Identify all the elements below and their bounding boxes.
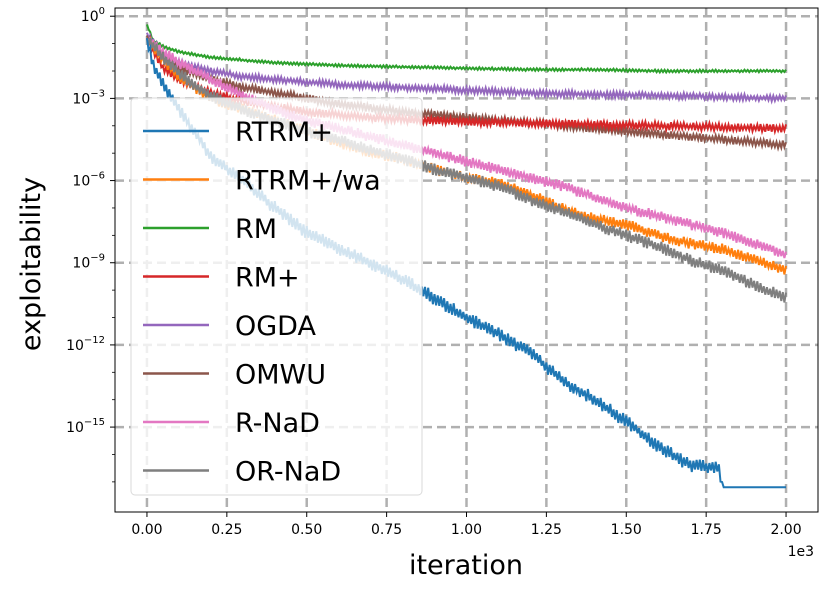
legend-label-rm-: RM+ xyxy=(235,263,300,294)
y-tick-label: 10−15 xyxy=(66,417,105,436)
x-tick-label: 1.75 xyxy=(691,522,722,538)
legend-label-rm: RM xyxy=(235,214,277,245)
series-line-rm xyxy=(146,24,787,75)
x-tick-label: 1.50 xyxy=(611,522,642,538)
legend-box xyxy=(130,97,423,496)
y-tick-label: 10−9 xyxy=(72,253,105,272)
legend-label-r-nad: R-NaD xyxy=(235,408,320,439)
y-tick-label: 10−3 xyxy=(72,88,105,107)
x-tick-label: 0.25 xyxy=(211,522,242,538)
legend-label-omwu: OMWU xyxy=(235,360,326,391)
y-axis-label: exploitability xyxy=(16,177,47,351)
legend-label-ogda: OGDA xyxy=(235,311,316,342)
series-line-ogda xyxy=(146,32,787,105)
tick-layer: 0.00 0.25 0.50 0.75 1.00 1.25 1.50 1.75 2.00 100 1… xyxy=(66,6,802,538)
x-tick-label: 0.75 xyxy=(371,522,402,538)
y-tick-label: 100 xyxy=(81,6,105,25)
x-tick-label: 0.00 xyxy=(131,522,162,538)
legend-label-or-nad: OR-NaD xyxy=(235,457,341,488)
y-tick-label: 10−12 xyxy=(66,335,105,354)
series-line-omwu xyxy=(146,34,787,152)
x-tick-label: 2.00 xyxy=(770,522,801,538)
x-tick-label: 1.25 xyxy=(531,522,562,538)
legend: RTRM+ RTRM+/wa RM RM+ OGDA OMWU R-NaD OR-NaD xyxy=(130,97,423,496)
legend-label-rtrm-: RTRM+ xyxy=(235,117,333,148)
legend-label-rtrm-wa: RTRM+/wa xyxy=(235,166,381,197)
x-tick-label: 0.50 xyxy=(291,522,322,538)
y-tick-label: 10−6 xyxy=(72,171,105,190)
x-tick-label: 1.00 xyxy=(451,522,482,538)
x-axis-label: iteration xyxy=(409,550,523,581)
x-offset-label: 1e3 xyxy=(788,544,814,560)
